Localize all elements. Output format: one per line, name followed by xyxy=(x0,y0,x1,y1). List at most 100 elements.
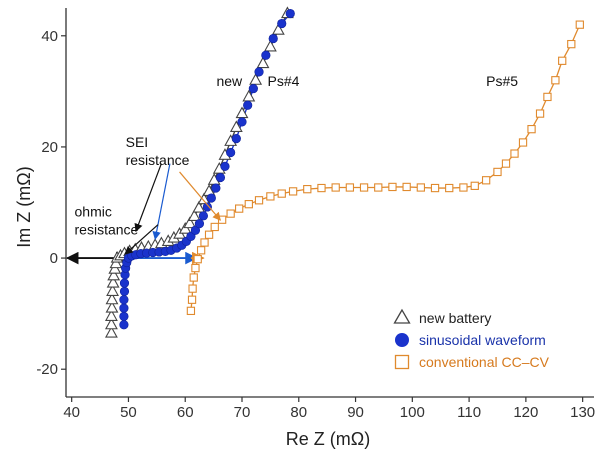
y-tick-label--20: -20 xyxy=(36,361,58,378)
point-triangle-23 xyxy=(183,216,197,229)
point-triangle-36 xyxy=(256,56,270,69)
point-square-40 xyxy=(558,56,567,65)
point-triangle-7 xyxy=(107,268,121,281)
point-square-30 xyxy=(470,181,479,190)
point-circle-28 xyxy=(215,172,226,183)
point-circle-37 xyxy=(268,33,278,44)
point-square-33 xyxy=(501,159,511,168)
point-square-8 xyxy=(204,230,214,239)
point-triangle-22 xyxy=(178,222,192,234)
point-square-37 xyxy=(535,109,545,118)
point-square-12 xyxy=(235,204,244,213)
legend: new battery sinusoidal waveform convention… xyxy=(393,308,550,370)
x-tick-label-100: 100 xyxy=(400,404,425,421)
point-triangle-2 xyxy=(104,309,118,321)
point-square-39 xyxy=(551,76,560,85)
point-circle-29 xyxy=(220,161,230,171)
point-triangle-24 xyxy=(187,209,201,221)
point-square-4 xyxy=(191,263,200,273)
x-tick-label-60: 60 xyxy=(177,404,194,421)
x-tick-label-110: 110 xyxy=(457,404,481,421)
annotation-layer: new Ps#4 Ps#5 SEI resistance ohmic resistance xyxy=(75,73,518,255)
point-circle-25 xyxy=(202,202,212,212)
y-axis-title: Im Z (mΩ) xyxy=(14,166,34,247)
point-square-32 xyxy=(493,167,502,177)
point-square-34 xyxy=(510,149,519,158)
point-square-26 xyxy=(416,183,425,192)
series-line-1 xyxy=(123,13,291,325)
point-triangle-25 xyxy=(192,200,206,213)
point-circle-21 xyxy=(186,231,196,241)
point-square-22 xyxy=(359,183,369,192)
legend-label-0: new battery xyxy=(419,310,491,326)
point-square-2 xyxy=(188,284,197,293)
point-triangle-5 xyxy=(106,284,119,296)
x-tick-label-80: 80 xyxy=(290,404,307,421)
x-tick-label-40: 40 xyxy=(63,404,80,421)
point-circle-5 xyxy=(119,278,130,288)
point-circle-31 xyxy=(231,133,241,144)
point-circle-3 xyxy=(119,295,129,305)
point-circle-34 xyxy=(248,83,258,94)
point-circle-38 xyxy=(277,18,287,29)
point-triangle-37 xyxy=(263,39,277,52)
series-line-2 xyxy=(190,24,581,311)
point-triangle-3 xyxy=(105,300,119,313)
annotation-4-line-0: ohmic xyxy=(75,203,112,219)
point-square-0 xyxy=(186,306,196,316)
axes: 40 50 60 70 80 90 100 110 120 130 40 20 0 -20 xyxy=(36,8,595,421)
point-square-41 xyxy=(567,39,576,49)
y-tick-label-40: 40 xyxy=(41,28,58,45)
point-triangle-35 xyxy=(249,73,263,85)
point-square-5 xyxy=(193,255,202,264)
point-square-6 xyxy=(196,246,206,255)
point-circle-35 xyxy=(254,67,264,77)
annotation-3-line-1: resistance xyxy=(126,152,190,168)
point-square-35 xyxy=(518,138,528,147)
point-triangle-6 xyxy=(106,275,120,288)
x-tick-label-50: 50 xyxy=(120,404,137,421)
point-square-1 xyxy=(187,295,197,304)
point-square-36 xyxy=(527,124,536,134)
point-circle-1 xyxy=(119,311,129,322)
legend-label-1: sinusoidal waveform xyxy=(419,332,546,348)
point-triangle-0 xyxy=(104,325,118,338)
point-square-14 xyxy=(254,196,264,205)
sei-arrow-black xyxy=(134,163,162,233)
point-circle-30 xyxy=(226,147,236,158)
point-square-18 xyxy=(303,185,312,194)
point-square-3 xyxy=(189,273,198,282)
point-square-29 xyxy=(459,183,468,192)
point-circle-22 xyxy=(190,225,201,235)
point-square-19 xyxy=(317,183,326,193)
legend-triangle-icon xyxy=(393,308,411,324)
point-square-15 xyxy=(266,192,275,201)
annotation-4-line-1: resistance xyxy=(75,221,139,237)
point-circle-27 xyxy=(211,183,221,193)
legend-square-icon xyxy=(394,354,410,370)
point-square-31 xyxy=(481,176,491,185)
point-circle-0 xyxy=(119,320,129,330)
annotation-2: Ps#5 xyxy=(486,73,518,89)
point-square-21 xyxy=(345,183,355,192)
point-square-38 xyxy=(543,92,552,102)
legend-circle-icon xyxy=(395,333,409,347)
point-square-17 xyxy=(288,187,298,196)
point-square-42 xyxy=(575,20,584,29)
annotation-3: SEI resistance xyxy=(126,134,190,168)
point-circle-2 xyxy=(119,303,129,313)
point-square-23 xyxy=(374,183,383,192)
annotation-4: ohmic resistance xyxy=(75,203,139,237)
point-square-16 xyxy=(277,189,286,198)
point-square-20 xyxy=(331,183,340,192)
point-circle-23 xyxy=(194,219,205,229)
x-tick-label-130: 130 xyxy=(570,404,595,421)
x-tick-label-90: 90 xyxy=(347,404,364,421)
point-circle-39 xyxy=(285,8,295,19)
annotation-3-line-0: SEI xyxy=(126,134,149,150)
point-square-13 xyxy=(244,200,253,209)
point-square-28 xyxy=(445,183,454,193)
point-circle-26 xyxy=(206,193,216,203)
legend-label-2: conventional CC–CV xyxy=(419,354,550,370)
